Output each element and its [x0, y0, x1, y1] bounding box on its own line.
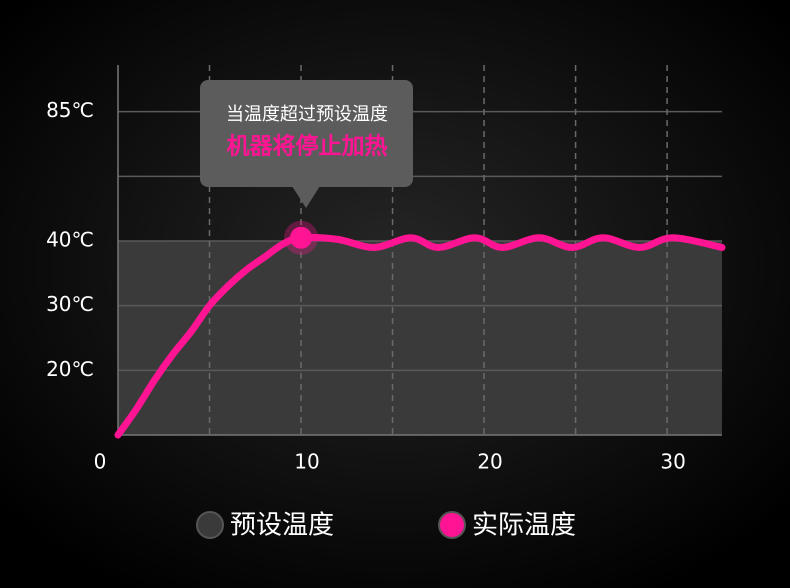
series-line [114, 233, 726, 439]
legend-swatch [438, 511, 466, 539]
callout-text: 当温度超过预设温度 [226, 104, 388, 125]
legend-label: 实际温度 [472, 511, 576, 541]
y-tick-label: 30℃ [46, 292, 94, 316]
y-tick-label: 40℃ [46, 228, 94, 252]
callout-box [200, 80, 413, 187]
marker [290, 226, 313, 249]
x-tick-label: 20 [477, 450, 502, 474]
legend-swatch [196, 511, 224, 539]
x-tick-label: 10 [294, 450, 319, 474]
legend-label: 预设温度 [230, 511, 334, 541]
reference-band [118, 241, 722, 435]
x-tick-label: 0 [94, 450, 107, 474]
y-tick-label: 85℃ [46, 98, 94, 122]
callout-pointer [292, 186, 320, 208]
callout: 当温度超过预设温度 机器将停止加热 [200, 80, 413, 208]
callout-text: 机器将停止加热 [227, 133, 388, 160]
x-tick-label: 30 [660, 450, 685, 474]
plot-area: 20℃ 30℃ 40℃ 85℃ 0 10 20 30 [46, 65, 726, 474]
y-tick-label: 20℃ [46, 357, 94, 381]
